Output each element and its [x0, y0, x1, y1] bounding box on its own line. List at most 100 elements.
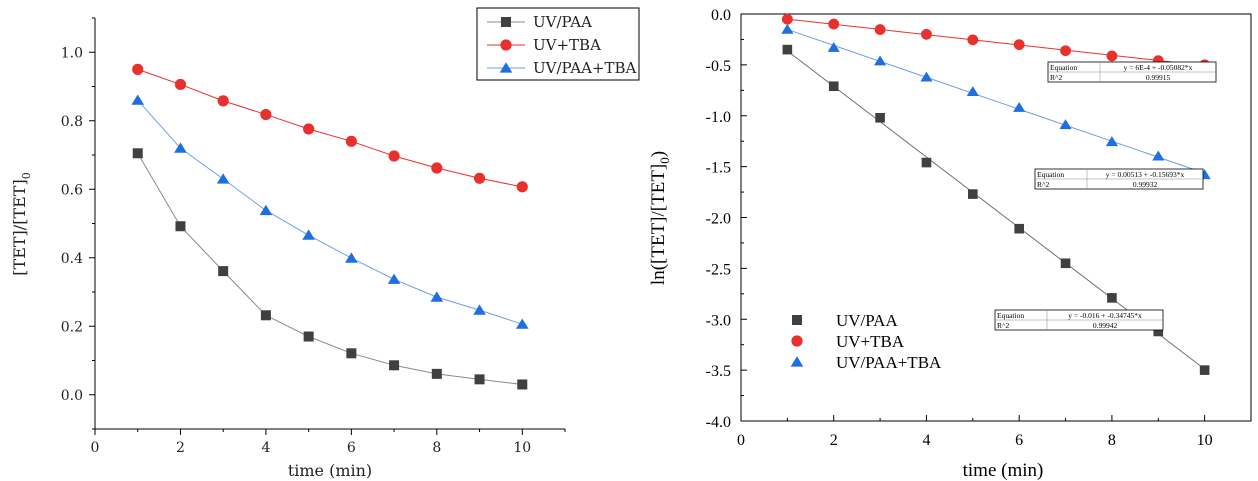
left-y-tick-label: 0.0 — [61, 388, 83, 404]
right-legend-marker-uv-paa-tba — [790, 356, 804, 367]
right-y-axis-label: ln([TET]/[TET]0) — [648, 151, 672, 285]
left-x-tick-label: 2 — [176, 440, 185, 456]
right-y-tick-label: 0.0 — [711, 7, 731, 24]
r-squared-label: R^2 — [1037, 180, 1050, 189]
right-y-tick-label: -1.5 — [706, 160, 731, 177]
right-point-uv-paa-tba — [920, 71, 933, 82]
left-line-uv-paa — [137, 153, 523, 385]
left-y-axis-label: [TET]/[TET]0 — [10, 172, 33, 275]
left-point-uv-paa-tba — [131, 94, 145, 105]
left-point-uv-paa-tba — [174, 142, 187, 153]
right-point-uv-paa-tba — [874, 55, 887, 66]
right-y-tick-label: -2.5 — [706, 261, 731, 278]
right-legend-entries: UV/PAA UV+TBA UV/PAA+TBA — [790, 311, 942, 372]
left-line-uv-tba — [137, 68, 523, 188]
right-y-tick-label: -3.0 — [706, 312, 731, 329]
equation-box-uv-tba: Equation y = 6E-4 + -0.05082*x R^2 0.99915 — [1047, 61, 1217, 83]
left-point-uv-paa-tba — [473, 304, 486, 315]
left-point-uv-tba — [217, 95, 229, 107]
equation-box-uv-paa: Equation y = -0.016 + -0.34745*x R^2 0.9994… — [994, 309, 1164, 331]
r-squared-label: R^2 — [997, 321, 1010, 330]
right-y-axis-label-main: ln([TET]/[TET] — [648, 164, 669, 285]
left-series-lines — [137, 68, 523, 385]
left-x-axis-label: time (min) — [288, 461, 372, 480]
right-fit-line-uv-tba — [787, 18, 1205, 67]
right-point-uv-paa-tba — [1105, 136, 1118, 147]
right-point-uv-paa-tba — [781, 23, 794, 34]
left-point-uv-paa-tba — [515, 318, 529, 329]
right-equation-boxes: Equation y = 6E-4 + -0.05082*xR^2 0.99915E… — [994, 61, 1217, 331]
left-point-uv-paa — [431, 368, 442, 379]
left-y-tick-label: 0.4 — [61, 251, 83, 267]
left-y-tick-label: 0.6 — [61, 182, 83, 198]
right-point-uv-tba — [781, 13, 793, 25]
right-y-tick-label: -1.0 — [706, 109, 731, 126]
left-point-uv-paa-tba — [345, 252, 358, 263]
right-legend-marker-uv-paa — [792, 315, 802, 325]
left-point-uv-paa-tba — [302, 229, 315, 240]
right-point-uv-paa — [1199, 365, 1210, 375]
chart-left: 0 2 4 6 8 10 0.0 0.2 0.4 0.6 0.8 1.0 time (min) [TE… — [10, 7, 640, 480]
left-y-tick-label: 0.8 — [61, 114, 83, 130]
right-legend-label-uv-paa-tba: UV/PAA+TBA — [836, 353, 942, 372]
left-point-uv-tba — [174, 78, 187, 91]
equation-value: y = 6E-4 + -0.05082*x — [1124, 63, 1193, 72]
right-point-uv-paa-tba — [1013, 101, 1026, 112]
left-x-tick-label: 8 — [432, 440, 441, 456]
left-point-uv-paa — [175, 221, 186, 232]
left-y-axis-label-sub: 0 — [20, 172, 33, 179]
left-point-uv-tba — [516, 181, 528, 193]
right-point-uv-tba — [921, 28, 932, 40]
right-legend-marker-uv-tba — [791, 335, 803, 347]
left-legend: UV/PAA UV+TBA UV/PAA+TBA — [476, 7, 640, 81]
right-point-uv-paa-tba — [966, 86, 979, 97]
right-point-uv-tba — [1013, 39, 1025, 51]
left-point-uv-paa — [218, 266, 229, 277]
equation-label: Equation — [1050, 63, 1077, 72]
left-point-uv-paa — [132, 148, 143, 159]
left-point-uv-paa-tba — [259, 204, 273, 216]
right-series-markers — [781, 13, 1211, 375]
left-point-uv-tba — [260, 108, 272, 121]
right-y-tick-label: -3.5 — [706, 363, 731, 380]
right-x-tick-label: 2 — [830, 432, 838, 449]
right-point-uv-paa — [968, 189, 978, 199]
left-point-uv-paa-tba — [387, 273, 401, 284]
right-ticks: 0 2 4 6 8 10 0.0 -0.5 -1.0 -1.5 -2.0 -2.5 -3.0 -3.5 -4… — [706, 7, 1252, 449]
right-y-axis-label-sub: 0 — [657, 157, 672, 164]
left-line-uv-paa-tba — [137, 99, 523, 325]
left-legend-marker-uv-paa — [501, 17, 511, 27]
right-x-tick-label: 6 — [1015, 432, 1023, 449]
right-point-uv-tba — [967, 34, 979, 46]
left-x-tick-label: 4 — [261, 440, 270, 456]
left-legend-marker-uv-tba — [500, 39, 512, 51]
r-squared-value: 0.99942 — [1093, 321, 1118, 330]
right-point-uv-paa — [1107, 293, 1117, 303]
left-x-tick-label: 10 — [513, 440, 531, 456]
right-x-tick-label: 10 — [1197, 432, 1213, 449]
left-point-uv-paa — [303, 331, 314, 342]
right-point-uv-tba — [874, 24, 886, 35]
right-point-uv-paa — [1014, 223, 1024, 234]
right-x-tick-label: 4 — [922, 432, 930, 449]
right-point-uv-tba — [1106, 50, 1118, 62]
left-point-uv-tba — [388, 150, 400, 162]
right-point-uv-paa — [921, 157, 932, 168]
left-point-uv-tba — [431, 162, 443, 174]
left-x-tick-label: 0 — [91, 440, 100, 456]
left-x-tick-label: 6 — [347, 440, 356, 456]
left-point-uv-tba — [132, 63, 144, 75]
right-x-tick-label: 0 — [737, 432, 745, 449]
left-point-uv-paa-tba — [216, 173, 230, 184]
left-y-tick-label: 0.2 — [61, 319, 83, 335]
right-y-tick-label: -2.0 — [706, 211, 731, 228]
right-y-tick-label: -4.0 — [706, 414, 731, 431]
left-point-uv-paa — [346, 348, 357, 359]
right-point-uv-paa-tba — [1059, 119, 1072, 130]
left-point-uv-paa — [517, 379, 528, 390]
right-point-uv-tba — [828, 18, 840, 30]
left-point-uv-tba — [473, 172, 486, 184]
left-ticks: 0 2 4 6 8 10 0.0 0.2 0.4 0.6 0.8 1.0 — [61, 17, 566, 456]
chart-right: 0 2 4 6 8 10 0.0 -0.5 -1.0 -1.5 -2.0 -2.5 -3.0 -3.5 -4… — [648, 7, 1252, 481]
right-legend-label-uv-paa: UV/PAA — [836, 311, 898, 330]
